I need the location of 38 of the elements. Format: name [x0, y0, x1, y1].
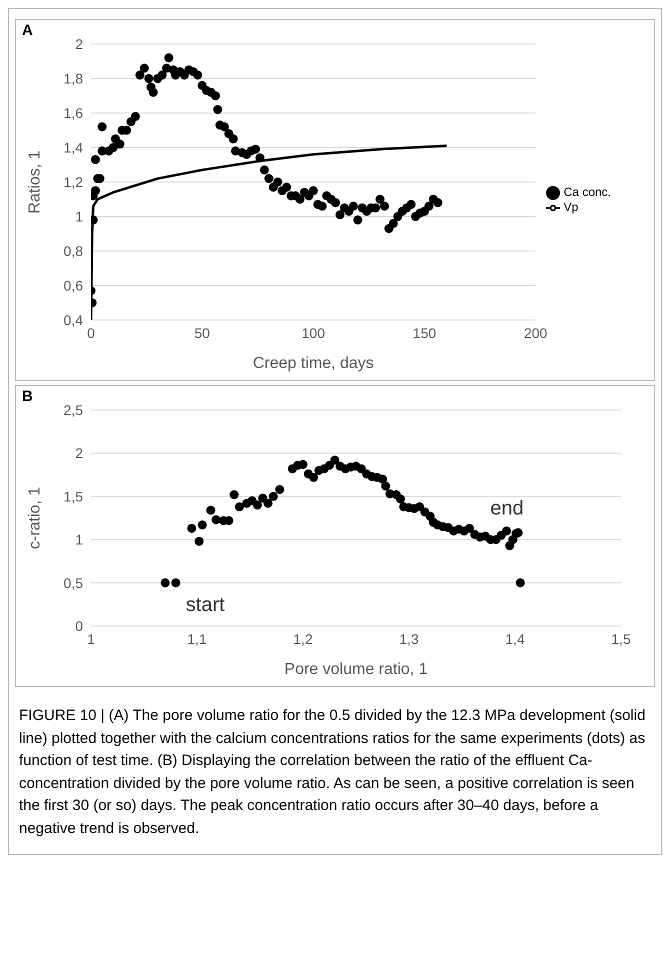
x-axis-title: Pore volume ratio, 1: [284, 661, 428, 678]
x-tick-label: 1,2: [293, 630, 313, 647]
y-tick-label: 2: [75, 36, 84, 52]
legend-label: Vp: [564, 200, 578, 214]
x-tick-label: 200: [524, 324, 548, 341]
x-axis-title: Creep time, days: [252, 355, 374, 372]
line-series: [91, 144, 448, 320]
x-tick-label: 0: [87, 324, 96, 341]
x-tick-label: 1,1: [187, 630, 207, 647]
x-tick-label: 1: [87, 630, 96, 647]
x-tick-label: 1,4: [505, 630, 525, 647]
y-tick-label: 1: [75, 208, 84, 224]
y-tick-label: 0: [75, 618, 84, 634]
y-tick-label: 1,8: [64, 70, 84, 86]
y-axis-title: c-ratio, 1: [26, 486, 44, 550]
x-tick-label: 100: [302, 324, 326, 341]
y-tick-label: 1,2: [64, 174, 84, 190]
y-tick-label: 1,5: [64, 488, 84, 504]
x-tick-label: 50: [194, 324, 210, 341]
x-tick-label: 1,5: [611, 630, 631, 647]
y-tick-label: 1: [75, 532, 84, 548]
y-tick-label: 2: [75, 445, 84, 462]
y-tick-label: 0,8: [64, 242, 84, 259]
y-tick-label: 1,4: [64, 139, 84, 156]
x-tick-label: 1,3: [399, 630, 419, 647]
y-tick-label: 0,6: [64, 277, 84, 294]
caption: FIGURE 10 | (A) The pore volume ratio for the 0.5 divided by the 12.3 MPa development (solid line) plotted together with the calcium concentrations ratios for the same experiments (dots) as function of test time. (B) Displaying the correlation between the ratio of the effluent Ca-concentration divided by the pore volume ratio. As can be seen, a positive correlation is seen the first 30 (or so) days. The peak concentration ratio occurs after 30–40 days, before a negative trend is observed.: [19, 706, 646, 838]
y-tick-label: 2,5: [64, 402, 84, 418]
annotation: end: [490, 498, 524, 520]
legend-label: Ca conc.: [564, 185, 611, 200]
y-tick-label: 1,6: [64, 104, 84, 121]
x-tick-label: 150: [412, 324, 436, 341]
y-axis-title: Ratios, 1: [26, 150, 44, 214]
annotation: start: [186, 594, 226, 616]
y-tick-label: 0,5: [64, 574, 84, 591]
y-tick-label: 0,4: [64, 312, 84, 328]
chart-title: A: [22, 22, 33, 39]
chart-title: B: [22, 388, 33, 405]
